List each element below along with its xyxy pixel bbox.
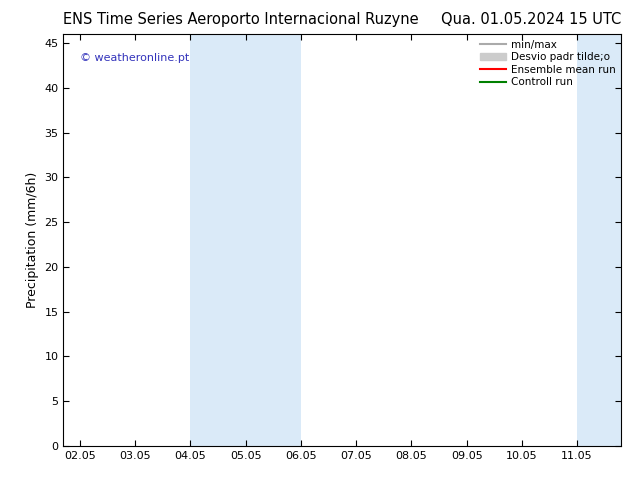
Y-axis label: Precipitation (mm/6h): Precipitation (mm/6h) (26, 172, 39, 308)
Bar (577, 34, 621, 446)
Text: © weatheronline.pt: © weatheronline.pt (80, 53, 190, 63)
Bar (190, 34, 301, 446)
Legend: min/max, Desvio padr tilde;o, Ensemble mean run, Controll run: min/max, Desvio padr tilde;o, Ensemble m… (478, 37, 618, 89)
Text: Qua. 01.05.2024 15 UTC: Qua. 01.05.2024 15 UTC (441, 12, 621, 27)
Text: ENS Time Series Aeroporto Internacional Ruzyne: ENS Time Series Aeroporto Internacional … (63, 12, 419, 27)
